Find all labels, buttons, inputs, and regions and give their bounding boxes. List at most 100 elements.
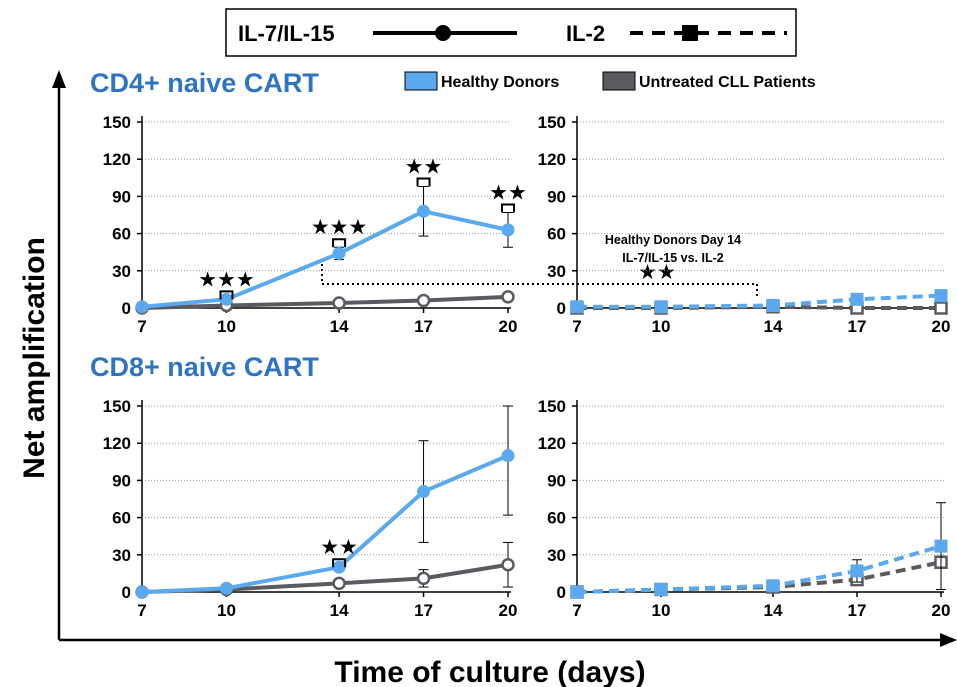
y-tick-label: 150 <box>538 113 566 132</box>
x-tick-label: 14 <box>330 601 349 620</box>
significance-stars: ★★★ <box>198 267 254 291</box>
healthy-point <box>332 246 346 260</box>
healthy-series-line <box>576 544 942 594</box>
healthy-series-line <box>141 453 509 594</box>
cll-point <box>934 301 948 315</box>
legend-solid-label: IL-7/IL-15 <box>238 21 335 46</box>
cd4-il2-panel: 0 30 60 90 120 150 7 10 14 17 20 <box>538 113 951 336</box>
x-tick-label: 17 <box>848 601 867 620</box>
healthy-point <box>570 585 584 599</box>
legend-dashed-label: IL-2 <box>566 21 605 46</box>
x-axis-title: Time of culture (days) <box>334 656 645 687</box>
healthy-point <box>417 204 431 218</box>
healthy-point <box>501 223 515 237</box>
y-tick-label: 60 <box>112 225 131 244</box>
x-tick-label: 17 <box>848 317 867 336</box>
healthy-point <box>934 289 948 303</box>
x-tick-label: 7 <box>572 601 581 620</box>
cd4-panel-title: CD4+ naive CART <box>90 68 319 98</box>
cll-point <box>332 296 346 310</box>
legend-healthy-label: Healthy Donors <box>441 74 559 91</box>
y-tick-label: 90 <box>547 471 566 490</box>
cll-point <box>501 557 515 572</box>
healthy-point <box>332 560 346 574</box>
x-tick-label: 7 <box>137 601 146 620</box>
healthy-point <box>766 579 780 593</box>
x-tick-label: 10 <box>652 601 671 620</box>
legend-cll-swatch <box>602 71 636 91</box>
y-tick-label: 0 <box>557 583 566 602</box>
significance-bracket <box>501 203 515 213</box>
significance-stars: ★★ <box>320 535 358 559</box>
y-tick-label: 60 <box>547 509 566 528</box>
y-tick-label: 90 <box>112 187 131 206</box>
x-tick-label: 10 <box>652 317 671 336</box>
y-tick-label: 120 <box>103 434 131 453</box>
healthy-series-line <box>577 293 942 309</box>
cll-point <box>416 293 431 308</box>
x-tick-label: 14 <box>330 317 349 336</box>
y-tick-label: 150 <box>538 397 566 416</box>
healthy-point <box>219 581 233 595</box>
y-tick-label: 30 <box>112 262 131 281</box>
annotation-stars: ★★ <box>638 260 676 284</box>
healthy-point <box>135 300 149 314</box>
healthy-point <box>570 300 584 314</box>
cd8-il2-panel: 0 30 60 90 120 150 7 10 14 17 20 <box>538 397 951 620</box>
x-tick-label: 17 <box>414 601 433 620</box>
y-tick-label: 150 <box>103 397 131 416</box>
annotation-line2: IL-7/IL-15 vs. IL-2 <box>622 251 723 265</box>
y-tick-label: 0 <box>122 583 131 602</box>
legend-square-marker <box>682 25 698 41</box>
legend-circle-marker <box>435 25 451 41</box>
x-tick-label: 20 <box>932 317 951 336</box>
day14-comparison-annotation: Healthy Donors Day 14 IL-7/IL-15 vs. IL-… <box>321 233 758 298</box>
significance-stars: ★★ <box>489 181 527 205</box>
healthy-point <box>850 564 864 578</box>
healthy-point <box>417 485 431 499</box>
x-tick-label: 7 <box>137 317 146 336</box>
legend-cll-label: Untreated CLL Patients <box>639 74 816 91</box>
y-axis-title: Net amplification <box>18 237 51 479</box>
significance-stars: ★★★ <box>311 215 367 239</box>
y-tick-label: 90 <box>112 471 131 490</box>
healthy-point <box>501 449 515 463</box>
significance-stars: ★★ <box>405 154 443 178</box>
significance-bracket <box>219 290 234 300</box>
annotation-line1: Healthy Donors Day 14 <box>605 233 741 247</box>
x-tick-label: 20 <box>932 601 951 620</box>
y-tick-label: 150 <box>103 113 131 132</box>
outer-axes <box>52 70 957 647</box>
significance-bracket <box>416 177 431 187</box>
y-tick-label: 30 <box>112 546 131 565</box>
x-tick-label: 10 <box>217 317 236 336</box>
healthy-point <box>850 292 864 306</box>
significance-bracket <box>332 238 347 248</box>
y-tick-label: 0 <box>557 299 566 318</box>
x-tick-label: 14 <box>764 601 783 620</box>
healthy-point <box>934 539 948 553</box>
cll-point <box>416 571 431 586</box>
x-tick-label: 7 <box>572 317 581 336</box>
outer-y-arrowhead <box>52 70 66 88</box>
y-tick-label: 90 <box>547 187 566 206</box>
healthy-point <box>654 300 668 314</box>
x-tick-label: 10 <box>217 601 236 620</box>
x-tick-label: 17 <box>414 317 433 336</box>
healthy-point <box>766 299 780 313</box>
y-tick-label: 30 <box>547 262 566 281</box>
cll-point <box>501 290 515 304</box>
outer-x-arrowhead <box>940 633 957 647</box>
group-legend: Healthy Donors Untreated CLL Patients <box>404 71 816 91</box>
y-tick-label: 120 <box>538 434 566 453</box>
y-tick-label: 120 <box>538 150 566 169</box>
healthy-point <box>219 292 233 306</box>
y-tick-label: 30 <box>547 546 566 565</box>
annotation-bracket <box>321 264 758 298</box>
healthy-point <box>654 583 668 597</box>
condition-legend: IL-7/IL-15 IL-2 <box>225 8 797 57</box>
cll-point <box>332 576 346 591</box>
cd8-panel-title: CD8+ naive CART <box>90 352 319 382</box>
